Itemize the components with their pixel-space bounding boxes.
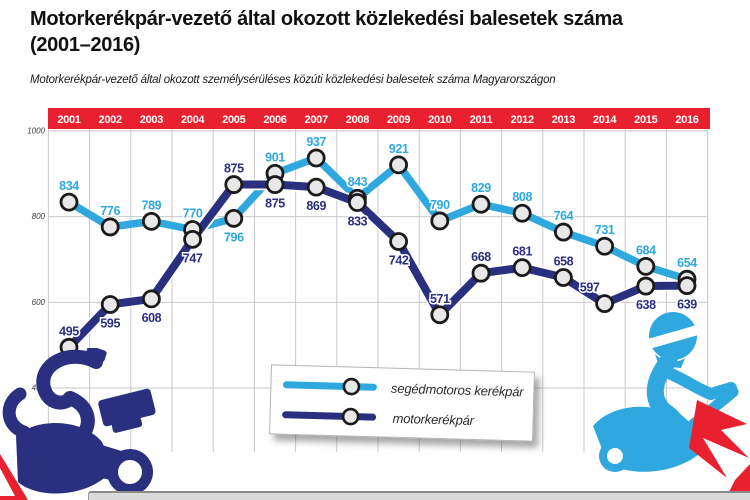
legend-item-motorcycle: motorkerékpár: [280, 402, 523, 435]
year-label: 2014: [593, 114, 617, 126]
data-point-marker: [512, 203, 532, 223]
chart-legend: segédmotoros kerékpár motorkerékpár: [269, 364, 535, 442]
y-axis-tick: 600: [32, 298, 46, 307]
year-label: 2006: [263, 114, 286, 126]
data-point-value: 875: [265, 197, 285, 211]
year-label: 2002: [99, 114, 122, 126]
data-point-marker: [100, 217, 120, 237]
data-point-marker: [554, 222, 573, 242]
moped-line-sample-icon: [282, 377, 377, 396]
data-point-value: 869: [306, 199, 326, 213]
data-point-value: 608: [142, 311, 162, 325]
data-point-marker: [141, 211, 161, 231]
data-point-marker: [306, 177, 326, 197]
data-point-marker: [636, 276, 656, 296]
data-point-value: 776: [100, 204, 120, 218]
data-point-value: 808: [512, 190, 532, 204]
data-point-marker: [471, 194, 491, 214]
data-point-marker: [306, 148, 326, 168]
data-point-value: 747: [183, 251, 203, 265]
data-point-value: 639: [677, 298, 697, 312]
year-label: 2004: [181, 114, 205, 126]
year-label: 2010: [428, 114, 451, 126]
data-point-value: 668: [471, 250, 491, 264]
data-point-value: 638: [636, 298, 656, 312]
data-point-value: 654: [677, 256, 697, 270]
data-point-value: 571: [430, 292, 450, 306]
data-point-value: 833: [348, 215, 368, 229]
data-point-value: 658: [554, 254, 574, 268]
data-point-marker: [347, 193, 367, 212]
year-label: 2001: [57, 114, 80, 126]
page-subtitle: Motorkerékpár-vezető által okozott szemé…: [30, 74, 556, 86]
data-point-value: 834: [59, 179, 79, 193]
data-point-marker: [430, 305, 450, 325]
data-point-value: 796: [224, 230, 244, 244]
data-point-value: 937: [306, 135, 326, 149]
year-label: 2005: [222, 114, 245, 126]
data-point-value: 764: [554, 209, 574, 223]
data-point-marker: [430, 211, 450, 231]
footer-bar: [88, 491, 750, 500]
data-point-marker: [224, 175, 244, 194]
legend-label-moped: segédmotoros kerékpár: [390, 380, 524, 399]
year-label: 2015: [634, 114, 657, 126]
year-label: 2011: [470, 114, 493, 126]
data-point-value: 843: [348, 175, 368, 189]
motorcycle-line-sample-icon: [282, 407, 377, 426]
data-point-value: 595: [100, 316, 120, 330]
data-point-value: 742: [389, 254, 409, 268]
year-label: 2008: [346, 114, 369, 126]
data-point-marker: [183, 229, 203, 249]
data-point-marker: [636, 256, 656, 276]
year-label: 2012: [511, 114, 534, 126]
data-point-marker: [595, 294, 614, 314]
data-point-marker: [554, 268, 573, 287]
motorcycle-crash-illustration: [0, 348, 156, 500]
year-label: 2013: [552, 114, 575, 126]
data-point-value: 901: [265, 150, 285, 164]
year-label: 2003: [140, 114, 163, 126]
legend-label-motorcycle: motorkerékpár: [392, 410, 474, 428]
page-title: Motorkerékpár-vezető által okozott közle…: [30, 8, 623, 56]
data-point-marker: [265, 175, 285, 194]
data-point-marker: [512, 258, 532, 278]
year-label: 2007: [305, 114, 328, 126]
data-point-value: 770: [183, 207, 203, 221]
data-point-value: 495: [59, 324, 79, 338]
data-point-marker: [59, 192, 79, 212]
legend-item-moped: segédmotoros kerékpár: [281, 372, 524, 405]
data-point-marker: [100, 295, 120, 314]
data-point-value: 681: [512, 245, 532, 259]
data-point-value: 829: [471, 181, 491, 195]
data-point-marker: [389, 232, 409, 251]
data-point-marker: [595, 236, 614, 256]
data-point-marker: [389, 155, 409, 175]
year-label: 2009: [387, 114, 410, 126]
data-point-marker: [677, 276, 697, 296]
y-axis-tick: 800: [32, 212, 46, 221]
year-label: 2016: [675, 114, 698, 126]
data-point-value: 790: [430, 198, 450, 212]
data-point-value: 789: [142, 198, 162, 212]
y-axis-tick: 1000: [27, 127, 45, 136]
data-point-marker: [141, 289, 161, 309]
data-point-value: 921: [389, 142, 409, 156]
data-point-value: 684: [636, 243, 656, 257]
data-point-marker: [471, 263, 491, 283]
data-point-marker: [224, 208, 244, 228]
scooter-crash-illustration: [593, 312, 750, 500]
data-point-value: 875: [224, 162, 244, 176]
data-point-value: 597: [580, 281, 600, 295]
data-point-value: 731: [595, 223, 615, 237]
